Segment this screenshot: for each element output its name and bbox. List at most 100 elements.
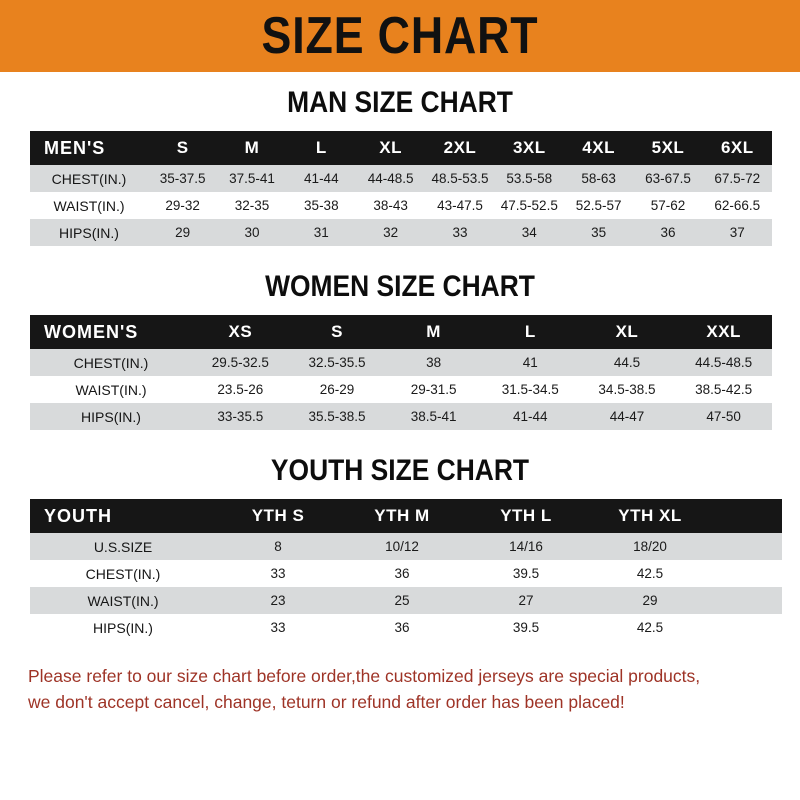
men-size-header-6xl: 6XL <box>720 138 754 157</box>
youth-hips-xl: 42.5 <box>636 620 664 635</box>
men-hips-2xl: 33 <box>452 225 468 240</box>
men-waist-3xl: 47.5-52.5 <box>500 198 558 213</box>
men-hips-4xl: 35 <box>591 225 607 240</box>
men-chest-4xl: 58-63 <box>581 171 616 186</box>
women-table-head: WOMEN'S XS S M L XL XXL <box>30 315 772 349</box>
men-header-label: MEN'S <box>44 137 106 158</box>
men-hips-xl: 32 <box>383 225 399 240</box>
table-row: CHEST(IN.) 33 36 39.5 42.5 <box>30 560 782 587</box>
men-hips-5xl: 36 <box>660 225 676 240</box>
women-waist-l: 31.5-34.5 <box>501 382 559 397</box>
women-size-header-xs: XS <box>228 322 253 341</box>
women-chest-s: 32.5-35.5 <box>308 355 366 370</box>
youth-waist-m: 25 <box>394 593 410 608</box>
youth-row-label-chest: CHEST(IN.) <box>85 565 161 582</box>
section-youth: YOUTH SIZE CHART YOUTH YTH S YTH M YTH L… <box>0 456 800 641</box>
women-size-header-l: L <box>524 322 536 341</box>
women-hips-xl: 44-47 <box>609 409 645 424</box>
section-women: WOMEN SIZE CHART WOMEN'S XS S M L XL XXL <box>0 272 800 430</box>
youth-size-header-xl: YTH XL <box>618 506 682 525</box>
table-row: WAIST(IN.) 23 25 27 29 <box>30 587 782 614</box>
men-size-header-4xl: 4XL <box>582 138 615 157</box>
women-header-row: WOMEN'S XS S M L XL XXL <box>30 315 772 349</box>
women-size-table: WOMEN'S XS S M L XL XXL CHEST(IN.) 29.5-… <box>30 315 772 430</box>
men-chest-l: 41-44 <box>304 171 339 186</box>
youth-waist-l: 27 <box>518 593 534 608</box>
men-row-label-hips: HIPS(IN.) <box>59 224 119 241</box>
women-waist-m: 29-31.5 <box>410 382 457 397</box>
men-chest-m: 37.5-41 <box>229 171 275 186</box>
table-row: U.S.SIZE 8 10/12 14/16 18/20 <box>30 533 782 560</box>
women-size-header-m: M <box>426 322 441 341</box>
men-header-row: MEN'S S M L XL 2XL 3XL 4XL 5XL 6XL <box>30 131 772 165</box>
youth-row-spacer <box>712 533 782 560</box>
women-size-header-xxl: XXL <box>706 322 741 341</box>
men-table-body: CHEST(IN.) 35-37.5 37.5-41 41-44 44-48.5… <box>30 165 772 246</box>
women-hips-xxl: 47-50 <box>706 409 741 424</box>
men-waist-m: 32-35 <box>234 198 270 213</box>
table-row: HIPS(IN.) 33-35.5 35.5-38.5 38.5-41 41-4… <box>30 403 772 430</box>
men-hips-m: 30 <box>244 225 260 240</box>
women-row-label-waist: WAIST(IN.) <box>75 381 147 398</box>
men-size-header-s: S <box>176 138 189 157</box>
women-waist-xl: 34.5-38.5 <box>598 382 656 397</box>
youth-row-spacer <box>712 587 782 614</box>
table-row: CHEST(IN.) 29.5-32.5 32.5-35.5 38 41 44.… <box>30 349 772 376</box>
women-row-label-chest: CHEST(IN.) <box>73 354 149 371</box>
footer-line-2: we don't accept cancel, change, teturn o… <box>28 692 625 712</box>
youth-row-spacer <box>712 614 782 641</box>
men-waist-2xl: 43-47.5 <box>437 198 483 213</box>
men-waist-l: 35-38 <box>304 198 339 213</box>
men-size-header-2xl: 2XL <box>443 138 477 157</box>
footer-disclaimer: Please refer to our size chart before or… <box>0 663 800 715</box>
section-title-youth: YOUTH SIZE CHART <box>270 454 530 487</box>
table-row: HIPS(IN.) 33 36 39.5 42.5 <box>30 614 782 641</box>
table-row: CHEST(IN.) 35-37.5 37.5-41 41-44 44-48.5… <box>30 165 772 192</box>
section-men: MAN SIZE CHART MEN'S S M L XL 2XL 3XL 4X… <box>0 88 800 246</box>
women-chest-l: 41 <box>522 355 538 370</box>
youth-row-label-hips: HIPS(IN.) <box>93 619 153 636</box>
youth-size-table: YOUTH YTH S YTH M YTH L YTH XL U.S.SIZE … <box>30 499 782 641</box>
women-hips-s: 35.5-38.5 <box>308 409 366 424</box>
youth-row-spacer <box>712 560 782 587</box>
youth-header-row: YOUTH YTH S YTH M YTH L YTH XL <box>30 499 782 533</box>
youth-chest-s: 33 <box>270 566 286 581</box>
women-chest-xl: 44.5 <box>613 355 641 370</box>
youth-ussize-xl: 18/20 <box>633 539 667 554</box>
youth-hips-m: 36 <box>394 620 410 635</box>
women-row-label-hips: HIPS(IN.) <box>81 408 141 425</box>
youth-ussize-l: 14/16 <box>509 539 543 554</box>
men-table-head: MEN'S S M L XL 2XL 3XL 4XL 5XL 6XL <box>30 131 772 165</box>
section-title-women: WOMEN SIZE CHART <box>265 270 535 303</box>
men-chest-6xl: 67.5-72 <box>714 171 761 186</box>
men-chest-3xl: 53.5-58 <box>506 171 553 186</box>
women-chest-m: 38 <box>426 355 442 370</box>
men-size-header-5xl: 5XL <box>651 138 685 157</box>
women-hips-m: 38.5-41 <box>410 409 457 424</box>
women-hips-xs: 33-35.5 <box>217 409 264 424</box>
women-size-header-s: S <box>331 322 343 341</box>
women-hips-l: 41-44 <box>513 409 548 424</box>
men-hips-l: 31 <box>313 225 329 240</box>
youth-hips-l: 39.5 <box>512 620 540 635</box>
youth-chest-xl: 42.5 <box>636 566 664 581</box>
women-waist-xxl: 38.5-42.5 <box>695 382 753 397</box>
men-size-header-l: L <box>315 138 327 157</box>
men-size-header-xl: XL <box>379 138 403 157</box>
youth-chest-m: 36 <box>394 566 410 581</box>
men-size-header-m: M <box>244 138 260 157</box>
men-size-header-3xl: 3XL <box>512 138 546 157</box>
men-waist-6xl: 62-66.5 <box>714 198 761 213</box>
footer-line-1: Please refer to our size chart before or… <box>28 666 701 686</box>
men-hips-s: 29 <box>175 225 191 240</box>
men-hips-3xl: 34 <box>521 225 537 240</box>
men-row-label-waist: WAIST(IN.) <box>53 197 125 214</box>
youth-ussize-m: 10/12 <box>385 539 419 554</box>
youth-hips-s: 33 <box>270 620 286 635</box>
men-waist-xl: 38-43 <box>373 198 408 213</box>
men-chest-5xl: 63-67.5 <box>645 171 691 186</box>
page-title: SIZE CHART <box>261 7 539 65</box>
youth-header-label: YOUTH <box>44 505 112 526</box>
men-size-table: MEN'S S M L XL 2XL 3XL 4XL 5XL 6XL CHEST… <box>30 131 772 246</box>
